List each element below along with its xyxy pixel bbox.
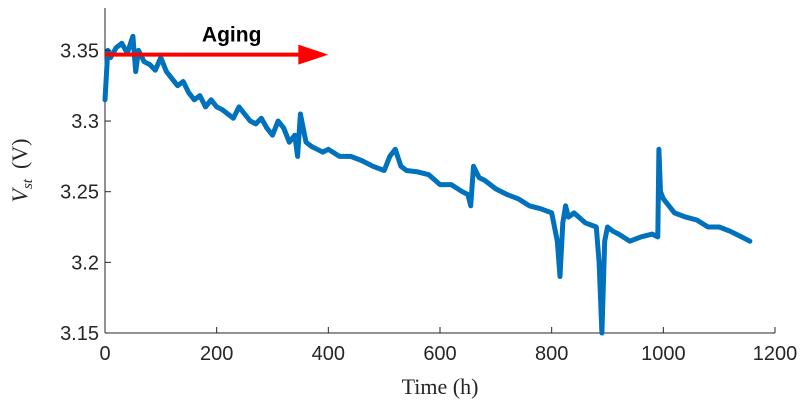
y-axis-title-unit: (V) [7, 138, 32, 169]
x-axis-ticks: 0 200 400 600 800 1000 1200 [99, 327, 797, 365]
y-axis-title: Vst (V) [7, 138, 36, 202]
x-tick-label: 1200 [753, 343, 798, 365]
x-tick-label: 800 [535, 343, 568, 365]
y-axis-ticks: 3.15 3.2 3.25 3.3 3.35 [60, 40, 111, 345]
x-axis-title: Time (h) [402, 374, 479, 399]
y-axis-title-subscript: st [20, 178, 36, 189]
aging-label: Aging [202, 24, 261, 47]
series-layer [102, 33, 753, 336]
aging-arrow-head [298, 44, 329, 65]
y-tick-label: 3.15 [60, 323, 99, 345]
x-tick-label: 0 [99, 343, 110, 365]
x-tick-label: 1000 [641, 343, 686, 365]
x-tick-label: 600 [423, 343, 456, 365]
x-tick-label: 200 [200, 343, 233, 365]
y-tick-label: 3.3 [71, 111, 99, 133]
aging-annotation: Aging [105, 24, 329, 65]
y-tick-label: 3.2 [71, 252, 99, 274]
x-tick-label: 400 [312, 343, 345, 365]
y-tick-label: 3.25 [60, 182, 99, 204]
y-tick-label: 3.35 [60, 40, 99, 62]
y-axis-title-symbol: V [7, 187, 32, 203]
series-line [102, 33, 753, 336]
plot-area: 0 200 400 600 800 1000 1200 3.15 3.2 3.25 3.3 3.35 [60, 8, 797, 365]
